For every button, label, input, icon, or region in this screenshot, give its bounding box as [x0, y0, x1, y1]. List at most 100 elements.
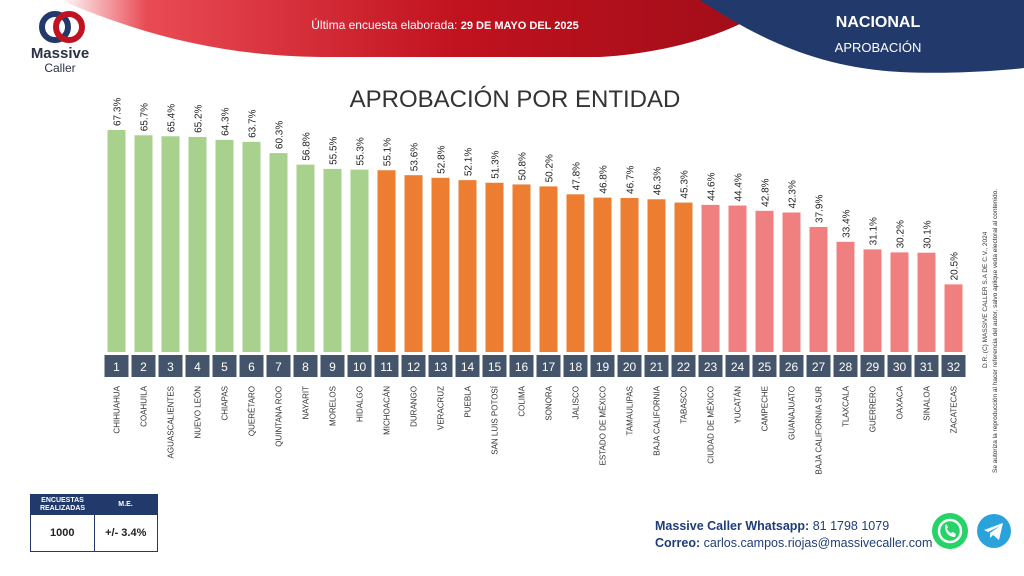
value-label-17: 50.2% — [545, 154, 556, 182]
bar-25 — [755, 210, 774, 352]
whatsapp-label: Massive Caller Whatsapp: — [655, 519, 810, 533]
rank-label-4: 4 — [194, 360, 201, 374]
bar-1 — [107, 130, 126, 352]
category-label-20: TAMAULIPAS — [626, 386, 635, 436]
rank-label-28: 28 — [839, 360, 853, 374]
massive-caller-logo — [39, 11, 85, 43]
rank-box-14 — [455, 355, 480, 377]
rank-label-1: 1 — [113, 360, 120, 374]
bar-32 — [944, 284, 963, 352]
bar-14 — [458, 180, 477, 352]
category-label-13: VERACRUZ — [437, 386, 446, 430]
surveys-value: 1000 — [31, 515, 95, 551]
bar-20 — [620, 197, 639, 352]
me-header: M.E. — [118, 501, 133, 508]
value-label-22: 45.3% — [680, 170, 691, 198]
category-label-28: TLAXCALA — [842, 385, 851, 427]
contact-info: Massive Caller Whatsapp: 81 1798 1079 Co… — [655, 518, 932, 552]
value-label-9: 55.5% — [329, 136, 340, 164]
copyright-note: D.R. (C) MASSIVE CALLER S.A DE C.V., 202… — [982, 189, 999, 473]
whatsapp-number[interactable]: 81 1798 1079 — [812, 519, 890, 533]
rank-label-20: 20 — [623, 360, 637, 374]
rank-box-11 — [374, 355, 399, 377]
bar-9 — [323, 168, 342, 352]
metric-label: APROBACIÓN — [834, 40, 922, 55]
rank-box-29 — [860, 355, 885, 377]
category-label-29: GUERRERO — [869, 386, 878, 432]
whatsapp-icon[interactable] — [930, 511, 970, 551]
rank-label-14: 14 — [461, 360, 475, 374]
rank-box-13 — [428, 355, 453, 377]
bar-17 — [539, 186, 558, 352]
rank-label-30: 30 — [893, 360, 907, 374]
rank-label-27: 27 — [812, 360, 826, 374]
category-label-31: SINALOA — [923, 385, 932, 420]
rank-label-12: 12 — [407, 360, 421, 374]
bar-10 — [350, 169, 369, 352]
email-label: Correo: — [655, 536, 701, 550]
category-label-26: GUANAJUATO — [788, 386, 797, 440]
category-label-10: HIDALGO — [356, 386, 365, 422]
category-label-16: COLIMA — [518, 385, 527, 416]
rank-box-8 — [293, 355, 318, 377]
value-label-14: 52.1% — [464, 148, 475, 176]
rank-box-30 — [887, 355, 912, 377]
logo-line1: Massive — [30, 45, 90, 62]
rank-box-10 — [347, 355, 372, 377]
bar-18 — [566, 194, 585, 352]
bar-2 — [134, 135, 153, 352]
category-label-27: BAJA CALIFORNIA SUR — [815, 386, 824, 475]
rank-label-21: 21 — [650, 360, 664, 374]
rank-label-6: 6 — [248, 360, 255, 374]
rank-box-22 — [671, 355, 696, 377]
value-label-1: 67.3% — [113, 98, 124, 126]
bar-24 — [728, 205, 747, 352]
category-label-5: CHIAPAS — [221, 386, 230, 421]
rank-label-26: 26 — [785, 360, 799, 374]
rank-box-2 — [131, 355, 156, 377]
bar-6 — [242, 141, 261, 352]
value-label-7: 60.3% — [275, 121, 286, 149]
category-label-30: OAXACA — [896, 385, 905, 419]
rank-label-16: 16 — [515, 360, 529, 374]
category-label-15: SAN LUIS POTOSÍ — [491, 385, 500, 455]
bar-31 — [917, 252, 936, 352]
rank-label-23: 23 — [704, 360, 718, 374]
rank-label-7: 7 — [275, 360, 282, 374]
bar-29 — [863, 249, 882, 352]
value-label-20: 46.7% — [626, 165, 637, 193]
bar-13 — [431, 177, 450, 352]
email-link[interactable]: carlos.campos.riojas@massivecaller.com — [703, 536, 933, 550]
rank-box-15 — [482, 355, 507, 377]
value-label-30: 30.2% — [896, 220, 907, 248]
telegram-icon[interactable] — [976, 513, 1012, 549]
rank-box-7 — [266, 355, 291, 377]
rank-label-18: 18 — [569, 360, 583, 374]
value-label-23: 44.6% — [707, 172, 718, 200]
bar-30 — [890, 252, 909, 352]
rank-label-3: 3 — [167, 360, 174, 374]
category-label-19: ESTADO DE MÉXICO — [599, 386, 608, 465]
rank-box-19 — [590, 355, 615, 377]
bar-28 — [836, 241, 855, 352]
rank-label-10: 10 — [353, 360, 367, 374]
bar-12 — [404, 175, 423, 352]
rank-box-21 — [644, 355, 669, 377]
scope-label: NACIONAL — [835, 14, 921, 31]
rank-label-24: 24 — [731, 360, 745, 374]
rank-box-6 — [239, 355, 264, 377]
rank-label-9: 9 — [329, 360, 336, 374]
rank-label-17: 17 — [542, 360, 556, 374]
bar-8 — [296, 164, 315, 352]
rank-box-24 — [725, 355, 750, 377]
rank-box-23 — [698, 355, 723, 377]
rank-label-19: 19 — [596, 360, 610, 374]
category-label-17: SONORA — [545, 385, 554, 420]
rank-box-25 — [752, 355, 777, 377]
rank-box-18 — [563, 355, 588, 377]
logo-line2: Caller — [44, 61, 76, 75]
category-label-3: AGUASCALIENTES — [167, 386, 176, 458]
value-label-18: 47.8% — [572, 162, 583, 190]
bar-4 — [188, 136, 207, 352]
